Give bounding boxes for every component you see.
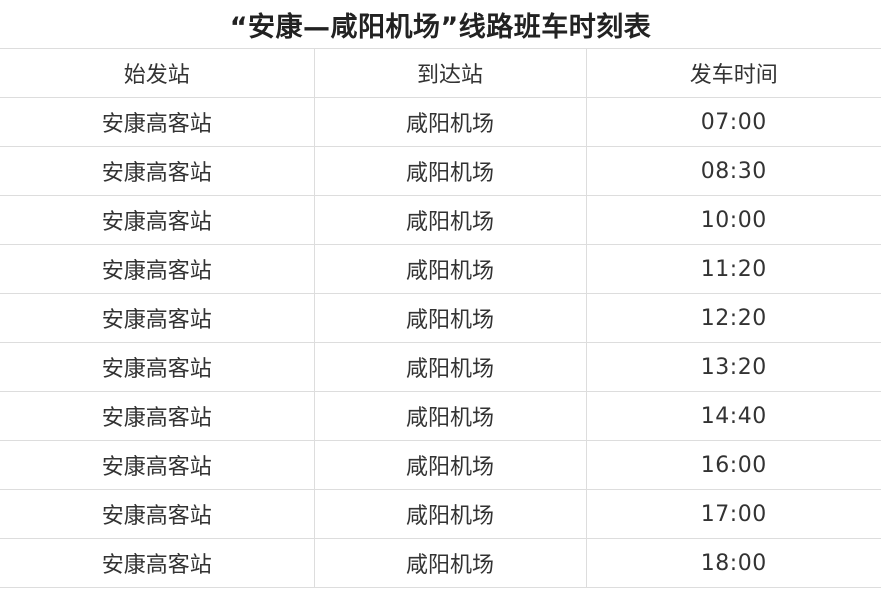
- cell-origin: 安康高客站: [0, 391, 314, 441]
- cell-origin: 安康高客站: [0, 538, 314, 588]
- table-row: 安康高客站 咸阳机场 13:20: [0, 342, 881, 392]
- page-title: “安康—咸阳机场”线路班车时刻表: [0, 0, 881, 48]
- timetable-table: 始发站 到达站 发车时间 安康高客站 咸阳机场 07:00 安康高客站 咸阳机场…: [0, 48, 881, 588]
- cell-destination: 咸阳机场: [313, 489, 587, 539]
- cell-destination: 咸阳机场: [313, 440, 587, 490]
- cell-time: 14:40: [586, 391, 881, 441]
- table-row: 安康高客站 咸阳机场 10:00: [0, 195, 881, 245]
- cell-time: 11:20: [586, 244, 881, 294]
- cell-origin: 安康高客站: [0, 146, 314, 196]
- table-row: 安康高客站 咸阳机场 17:00: [0, 489, 881, 539]
- cell-origin: 安康高客站: [0, 195, 314, 245]
- cell-origin: 安康高客站: [0, 293, 314, 343]
- table-row: 安康高客站 咸阳机场 12:20: [0, 293, 881, 343]
- cell-time: 18:00: [586, 538, 881, 588]
- cell-destination: 咸阳机场: [313, 538, 587, 588]
- cell-origin: 安康高客站: [0, 244, 314, 294]
- table-row: 安康高客站 咸阳机场 16:00: [0, 440, 881, 490]
- table-row: 安康高客站 咸阳机场 18:00: [0, 538, 881, 588]
- cell-destination: 咸阳机场: [313, 342, 587, 392]
- cell-origin: 安康高客站: [0, 342, 314, 392]
- cell-destination: 咸阳机场: [313, 391, 587, 441]
- cell-destination: 咸阳机场: [313, 146, 587, 196]
- cell-time: 13:20: [586, 342, 881, 392]
- table-header-row: 始发站 到达站 发车时间: [0, 48, 881, 98]
- cell-origin: 安康高客站: [0, 489, 314, 539]
- header-destination: 到达站: [313, 48, 587, 98]
- cell-destination: 咸阳机场: [313, 195, 587, 245]
- cell-time: 16:00: [586, 440, 881, 490]
- table-row: 安康高客站 咸阳机场 11:20: [0, 244, 881, 294]
- table-row: 安康高客站 咸阳机场 14:40: [0, 391, 881, 441]
- cell-destination: 咸阳机场: [313, 293, 587, 343]
- cell-origin: 安康高客站: [0, 440, 314, 490]
- cell-destination: 咸阳机场: [313, 244, 587, 294]
- cell-time: 12:20: [586, 293, 881, 343]
- header-departure-time: 发车时间: [586, 48, 881, 98]
- cell-destination: 咸阳机场: [313, 97, 587, 147]
- header-origin: 始发站: [0, 48, 314, 98]
- table-row: 安康高客站 咸阳机场 08:30: [0, 146, 881, 196]
- cell-time: 07:00: [586, 97, 881, 147]
- cell-origin: 安康高客站: [0, 97, 314, 147]
- cell-time: 08:30: [586, 146, 881, 196]
- table-row: 安康高客站 咸阳机场 07:00: [0, 97, 881, 147]
- cell-time: 10:00: [586, 195, 881, 245]
- cell-time: 17:00: [586, 489, 881, 539]
